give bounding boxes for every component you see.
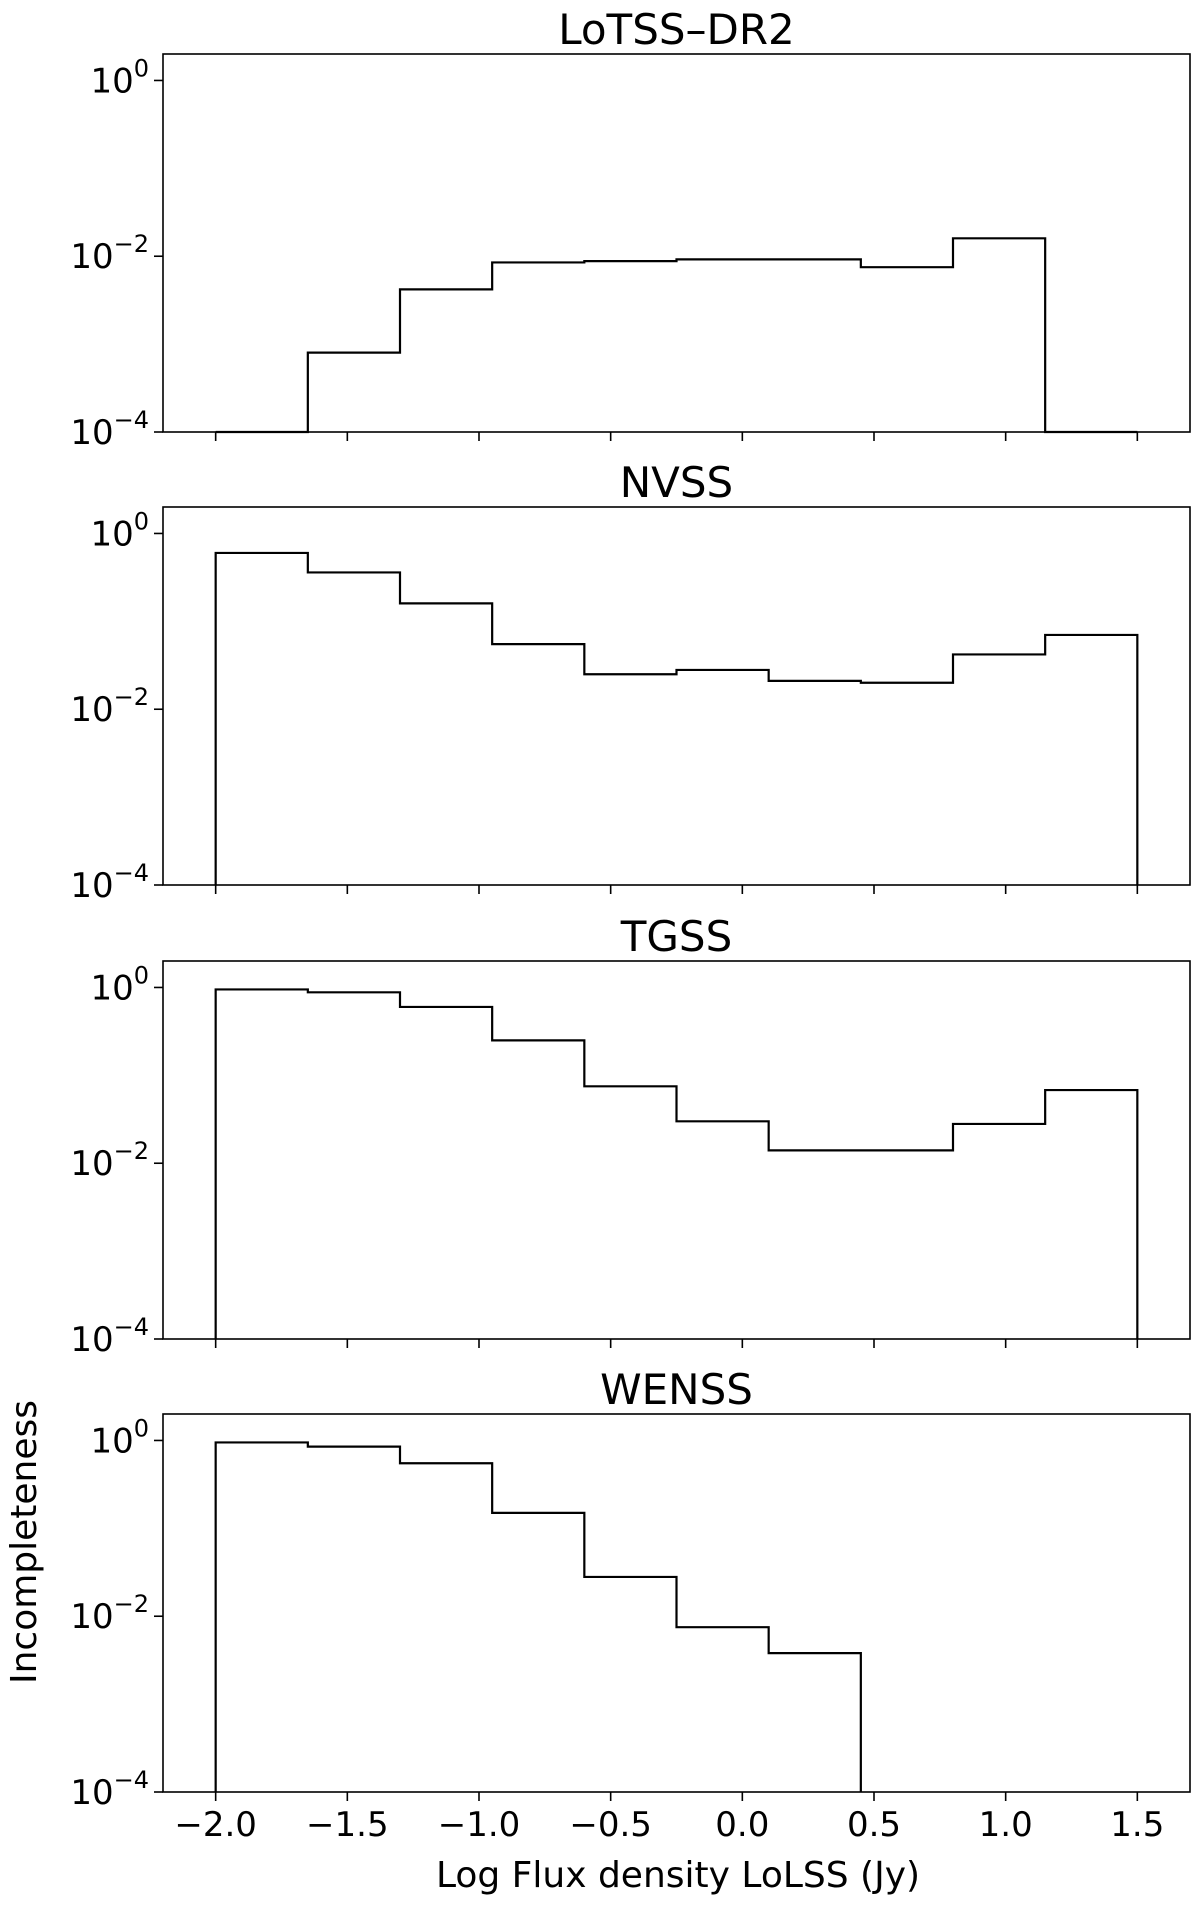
y-tick-label: 10−4 [70,1766,149,1813]
y-tick-label: 100 [90,1414,149,1461]
histogram-series [214,551,1139,885]
chart-panel-3: TGSS 100 10−2 10−4 [70,912,1191,1360]
y-tick-label: 10−2 [70,230,149,277]
x-tick-label: 0.5 [847,1805,901,1845]
plot-frame [162,960,1191,1340]
plot-frame [162,506,1191,886]
plot-frame [162,1413,1191,1793]
x-tick-label: −2.0 [174,1805,257,1845]
histogram-series [214,1441,862,1792]
histogram-series [214,988,1139,1339]
y-axis-label: Incompleteness [4,1400,45,1684]
chart-panel-1: LoTSS–DR2 100 10−2 10−4 [70,5,1191,453]
chart-panels: LoTSS–DR2 100 10−2 10−4 NVSS 100 10−2 10−4 TGSS 1… [70,5,1191,1845]
plot-frame [162,53,1191,433]
x-tick-label: −1.5 [306,1805,389,1845]
x-tick-label: 1.0 [979,1805,1033,1845]
y-tick-label: 100 [90,54,149,101]
histogram-series [215,237,1138,434]
y-tick-label: 10−4 [70,859,149,906]
x-tick-label: 0.0 [715,1805,769,1845]
chart-title: WENSS [600,1365,753,1414]
y-tick-label: 100 [90,507,149,554]
y-tick-label: 10−2 [70,1137,149,1184]
y-tick-label: 10−4 [70,1313,149,1360]
chart-title: NVSS [620,458,733,507]
y-tick-label: 10−2 [70,1590,149,1637]
y-tick-label: 100 [90,961,149,1008]
chart-title: TGSS [620,912,733,961]
x-axis-label: Log Flux density LoLSS (Jy) [436,1855,920,1896]
y-tick-label: 10−2 [70,683,149,730]
chart-panel-2: NVSS 100 10−2 10−4 [70,458,1191,906]
chart-panel-4: WENSS 100 10−2 10−4 −2.0 −1.5 −1.0 −0.5 0.0 0.5 1.… [70,1365,1191,1845]
x-tick-label: −1.0 [438,1805,521,1845]
y-tick-label: 10−4 [70,406,149,453]
x-tick-label: −0.5 [569,1805,652,1845]
chart-title: LoTSS–DR2 [558,5,795,54]
x-tick-label: 1.5 [1110,1805,1164,1845]
